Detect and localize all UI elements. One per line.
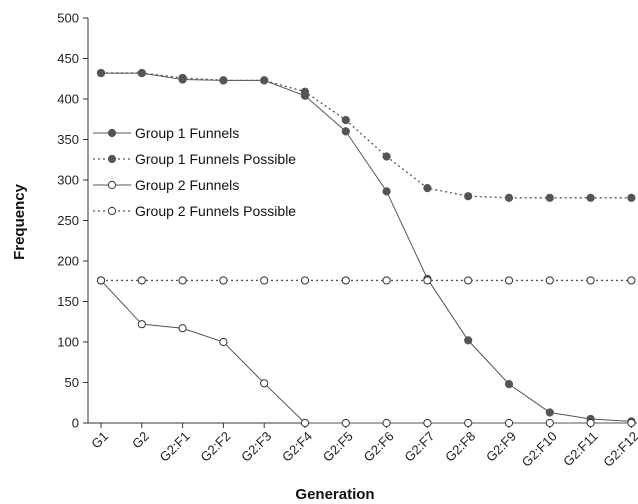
legend-marker: [107, 154, 117, 164]
data-point: [137, 68, 146, 78]
y-tick-label: 100: [57, 335, 79, 350]
data-point: [219, 76, 228, 85]
legend-marker: [107, 180, 117, 190]
data-point: [178, 73, 187, 83]
data-point: [627, 276, 636, 285]
series-line: [101, 72, 632, 422]
series-line: [100, 280, 632, 424]
x-tick-label: G2:F10: [519, 429, 560, 470]
data-point: [545, 418, 554, 428]
data-point: [300, 276, 310, 285]
legend-label: Group 2 Funnels Possible: [135, 203, 296, 219]
x-axis-title: Generation: [295, 486, 374, 503]
x-tick-label: G2:F12: [600, 429, 638, 470]
data-point: [300, 87, 310, 96]
data-point: [137, 276, 146, 285]
x-tick-label: G2:F7: [401, 429, 437, 465]
data-point: [382, 187, 391, 196]
data-point: [260, 379, 269, 388]
data-point: [504, 380, 514, 389]
x-tick-label: G2:F5: [320, 429, 356, 465]
legend-label: Group 2 Funnels: [135, 177, 239, 193]
y-tick-label: 300: [57, 173, 79, 188]
data-point: [545, 193, 554, 202]
y-tick-label: 500: [57, 11, 79, 26]
data-point: [586, 418, 595, 428]
y-tick-label: 0: [72, 416, 79, 431]
data-point: [137, 320, 146, 329]
y-ticks: 0 50 100 150 200 250 300 350 400 450 500: [57, 11, 88, 431]
data-point: [464, 418, 473, 428]
y-tick-label: 150: [57, 294, 79, 309]
y-axis-title: Frequency: [11, 183, 28, 260]
data-point: [219, 337, 228, 347]
data-point: [382, 152, 391, 161]
axes: [87, 18, 637, 424]
x-tick-label: G2:F9: [483, 429, 519, 465]
legend-label: Group 1 Funnels: [135, 125, 239, 141]
x-ticks: G1 G2 G2:F1 G2:F2 G2:F3 G2:F4 G2:F5 G2:F6 G2:F7 G…: [88, 423, 638, 470]
legend-marker: [107, 206, 117, 216]
data-point: [382, 276, 391, 285]
y-tick-label: 400: [57, 92, 79, 107]
x-tick-label: G2:F4: [279, 429, 315, 465]
x-tick-label: G1: [88, 429, 111, 452]
data-point: [586, 193, 595, 202]
data-point: [260, 276, 269, 285]
x-tick-label: G2: [129, 429, 152, 452]
data-point: [504, 193, 514, 202]
data-point: [627, 418, 636, 428]
data-point: [545, 408, 554, 417]
data-point: [464, 192, 473, 201]
x-tick-label: G2:F3: [238, 429, 274, 465]
data-point: [464, 336, 473, 345]
data-point: [300, 418, 310, 428]
legend: Group 1 Funnels Group 1 Funnels Possible G…: [93, 125, 296, 219]
y-tick-label: 250: [57, 213, 79, 228]
y-tick-label: 450: [57, 51, 79, 66]
data-point: [96, 276, 106, 285]
x-tick-label: G2:F2: [197, 429, 233, 465]
data-point: [178, 324, 187, 333]
data-point: [464, 276, 473, 285]
data-point: [423, 418, 432, 428]
y-tick-label: 350: [57, 132, 79, 147]
data-point: [341, 418, 350, 428]
x-tick-label: G2:F11: [560, 429, 601, 470]
data-point: [504, 418, 514, 428]
data-point: [219, 276, 228, 285]
series-layer: [96, 68, 636, 428]
data-point: [627, 193, 636, 202]
y-tick-label: 200: [57, 254, 79, 269]
data-point: [341, 276, 350, 285]
data-point: [545, 276, 554, 285]
data-point: [96, 68, 106, 78]
data-point: [260, 76, 269, 85]
x-tick-label: G2:F8: [442, 429, 478, 465]
y-tick-label: 50: [65, 375, 79, 390]
data-point: [423, 276, 432, 285]
legend-marker: [107, 128, 117, 138]
x-tick-label: G2:F6: [361, 429, 397, 465]
legend-label: Group 1 Funnels Possible: [135, 151, 296, 167]
data-point: [586, 276, 595, 285]
data-point: [341, 115, 350, 125]
data-point: [504, 276, 514, 285]
data-point: [178, 276, 187, 285]
x-tick-label: G2:F1: [157, 429, 193, 465]
data-point: [382, 418, 391, 428]
data-point: [341, 127, 350, 136]
data-point: [423, 184, 432, 193]
